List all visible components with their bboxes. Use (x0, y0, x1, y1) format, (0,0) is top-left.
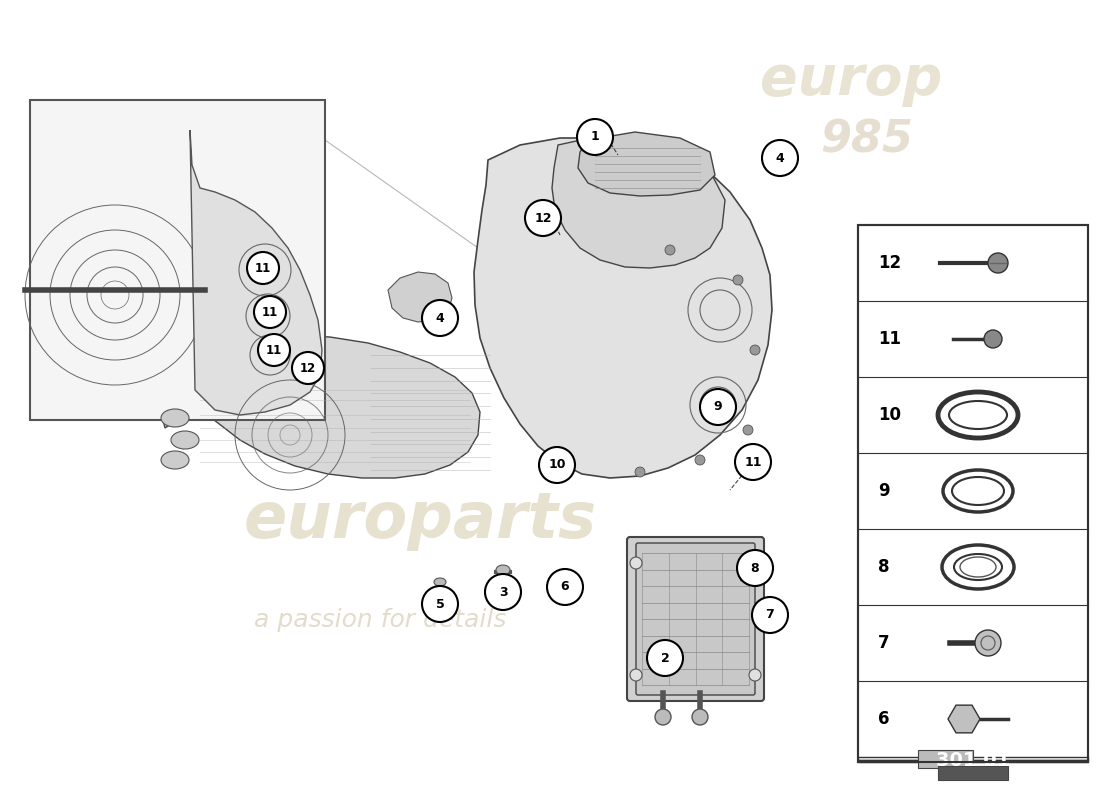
Ellipse shape (954, 554, 1002, 580)
Circle shape (692, 709, 708, 725)
Polygon shape (578, 132, 715, 196)
Circle shape (647, 640, 683, 676)
Circle shape (248, 252, 279, 284)
Text: europarts: europarts (243, 489, 596, 551)
Text: 4: 4 (776, 151, 784, 165)
Text: 12: 12 (535, 211, 552, 225)
Circle shape (547, 569, 583, 605)
Ellipse shape (170, 431, 199, 449)
FancyBboxPatch shape (636, 543, 755, 695)
Text: 6: 6 (561, 581, 570, 594)
Circle shape (750, 345, 760, 355)
Circle shape (635, 467, 645, 477)
Circle shape (525, 200, 561, 236)
Text: 10: 10 (548, 458, 565, 471)
Polygon shape (474, 138, 772, 478)
Text: 11: 11 (255, 262, 271, 274)
Circle shape (254, 296, 286, 328)
Text: 301 01: 301 01 (936, 751, 1010, 770)
Circle shape (749, 557, 761, 569)
Text: 8: 8 (878, 558, 890, 576)
Circle shape (737, 550, 773, 586)
Text: 4: 4 (436, 311, 444, 325)
Polygon shape (160, 335, 480, 478)
Bar (938, 766, 1008, 780)
Circle shape (700, 389, 736, 425)
Polygon shape (190, 130, 322, 415)
Circle shape (422, 586, 458, 622)
Text: 8: 8 (750, 562, 759, 574)
Text: 2: 2 (661, 651, 670, 665)
Circle shape (733, 275, 742, 285)
Circle shape (666, 245, 675, 255)
Circle shape (773, 153, 786, 167)
Ellipse shape (161, 451, 189, 469)
Circle shape (292, 352, 324, 384)
Text: 12: 12 (300, 362, 316, 374)
Text: 11: 11 (262, 306, 278, 318)
Text: a passion for details: a passion for details (254, 608, 506, 632)
Ellipse shape (952, 477, 1004, 505)
Ellipse shape (548, 459, 566, 471)
Polygon shape (552, 138, 725, 268)
Circle shape (485, 574, 521, 610)
Text: 9: 9 (878, 482, 890, 500)
Ellipse shape (949, 401, 1006, 429)
Circle shape (762, 140, 798, 176)
Polygon shape (388, 272, 452, 322)
Circle shape (630, 669, 642, 681)
Text: 11: 11 (266, 343, 282, 357)
Ellipse shape (496, 565, 510, 575)
Circle shape (735, 444, 771, 480)
Text: 11: 11 (745, 455, 761, 469)
Circle shape (578, 119, 613, 155)
Ellipse shape (161, 409, 189, 427)
Circle shape (630, 557, 642, 569)
Circle shape (433, 311, 447, 325)
Circle shape (988, 253, 1008, 273)
Bar (918, 750, 974, 768)
Bar (858, 225, 1088, 762)
Circle shape (742, 425, 754, 435)
Bar (858, 225, 1088, 762)
Bar (30, 100, 324, 420)
Circle shape (695, 455, 705, 465)
Circle shape (975, 630, 1001, 656)
Text: 9: 9 (714, 401, 723, 414)
Text: 7: 7 (766, 609, 774, 622)
Text: 5: 5 (436, 598, 444, 610)
Circle shape (749, 669, 761, 681)
Text: 1: 1 (591, 130, 600, 143)
Text: 11: 11 (878, 330, 901, 348)
Text: 6: 6 (878, 710, 890, 728)
Circle shape (752, 597, 788, 633)
Text: europ: europ (760, 53, 943, 107)
Text: 985: 985 (820, 118, 913, 162)
Text: 10: 10 (878, 406, 901, 424)
Text: 3: 3 (498, 586, 507, 598)
Circle shape (984, 330, 1002, 348)
Text: 7: 7 (878, 634, 890, 652)
Ellipse shape (434, 578, 446, 586)
Text: 12: 12 (878, 254, 901, 272)
Bar (858, 759, 1088, 762)
Circle shape (422, 300, 458, 336)
Bar (858, 757, 1088, 759)
FancyBboxPatch shape (627, 537, 764, 701)
Circle shape (258, 334, 290, 366)
Circle shape (539, 447, 575, 483)
Circle shape (654, 709, 671, 725)
